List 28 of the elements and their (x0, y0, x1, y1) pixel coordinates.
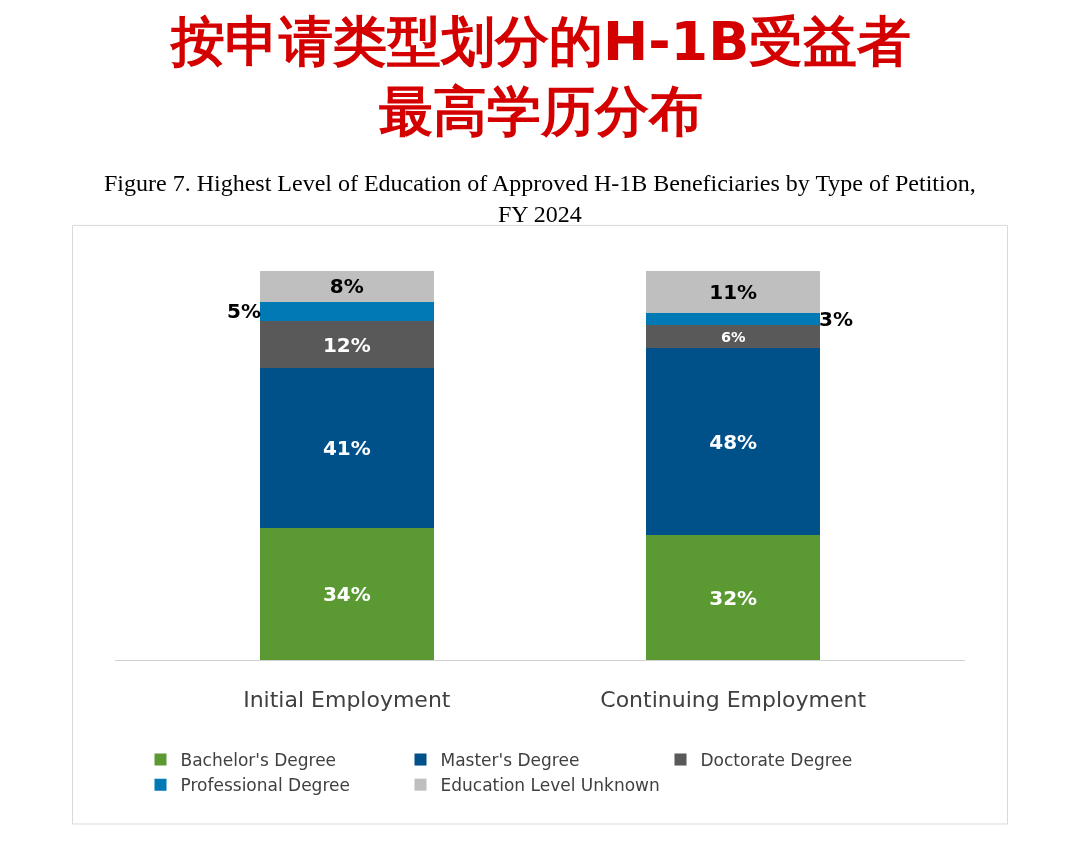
bar (646, 535, 821, 660)
bar (646, 348, 821, 536)
data-label: 32% (709, 585, 758, 610)
bar (259, 321, 434, 368)
bar (646, 325, 821, 349)
data-label: 6% (720, 328, 746, 345)
bar (259, 367, 434, 528)
data-label: 3% (819, 307, 853, 331)
chart-title: 按申请类型划分的H-1B受益者最高学历分布 (169, 10, 912, 144)
legend-label: Doctorate Degree (700, 750, 853, 771)
data-label: 48% (709, 429, 758, 454)
x-tick-label: Initial Employment (243, 687, 451, 713)
legend-label: Bachelor's Degree (180, 750, 337, 771)
x-tick-label: Continuing Employment (600, 687, 867, 713)
data-label: 41% (322, 435, 371, 460)
data-label: 11% (709, 279, 758, 304)
chart-subtitle: Figure 7. Highest Level of Education of Approved H-1B Beneficiaries by Type of Petition, FY 2024 (104, 170, 976, 228)
bar (259, 527, 434, 660)
data-label: 12% (322, 332, 371, 357)
bar (259, 270, 434, 302)
data-label: 34% (322, 581, 371, 606)
bar (646, 313, 821, 326)
data-label: 8% (329, 274, 364, 299)
legend-label: Professional Degree (180, 775, 350, 796)
legend-label: Education Level Unknown (440, 775, 660, 796)
bar (646, 270, 821, 314)
legend-label: Master's Degree (440, 750, 580, 771)
bar (259, 301, 434, 322)
